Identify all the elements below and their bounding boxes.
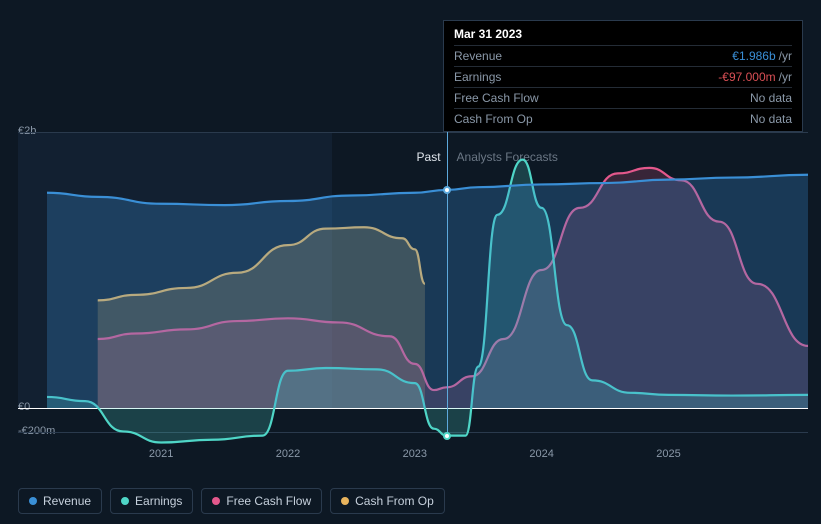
legend-item-cfo[interactable]: Cash From Op xyxy=(330,488,445,514)
legend: Revenue Earnings Free Cash Flow Cash From O… xyxy=(18,488,445,514)
legend-dot-icon xyxy=(29,497,37,505)
cursor-dot-earnings xyxy=(443,432,451,440)
legend-dot-icon xyxy=(121,497,129,505)
legend-item-earnings[interactable]: Earnings xyxy=(110,488,193,514)
legend-label: Earnings xyxy=(135,494,182,508)
legend-item-fcf[interactable]: Free Cash Flow xyxy=(201,488,322,514)
legend-label: Free Cash Flow xyxy=(226,494,311,508)
series-area-revenue xyxy=(47,175,808,408)
cursor-dot-revenue xyxy=(443,186,451,194)
legend-label: Revenue xyxy=(43,494,91,508)
chart-plot xyxy=(0,0,821,524)
legend-dot-icon xyxy=(341,497,349,505)
cursor-line xyxy=(447,132,448,436)
legend-item-revenue[interactable]: Revenue xyxy=(18,488,102,514)
legend-label: Cash From Op xyxy=(355,494,434,508)
legend-dot-icon xyxy=(212,497,220,505)
